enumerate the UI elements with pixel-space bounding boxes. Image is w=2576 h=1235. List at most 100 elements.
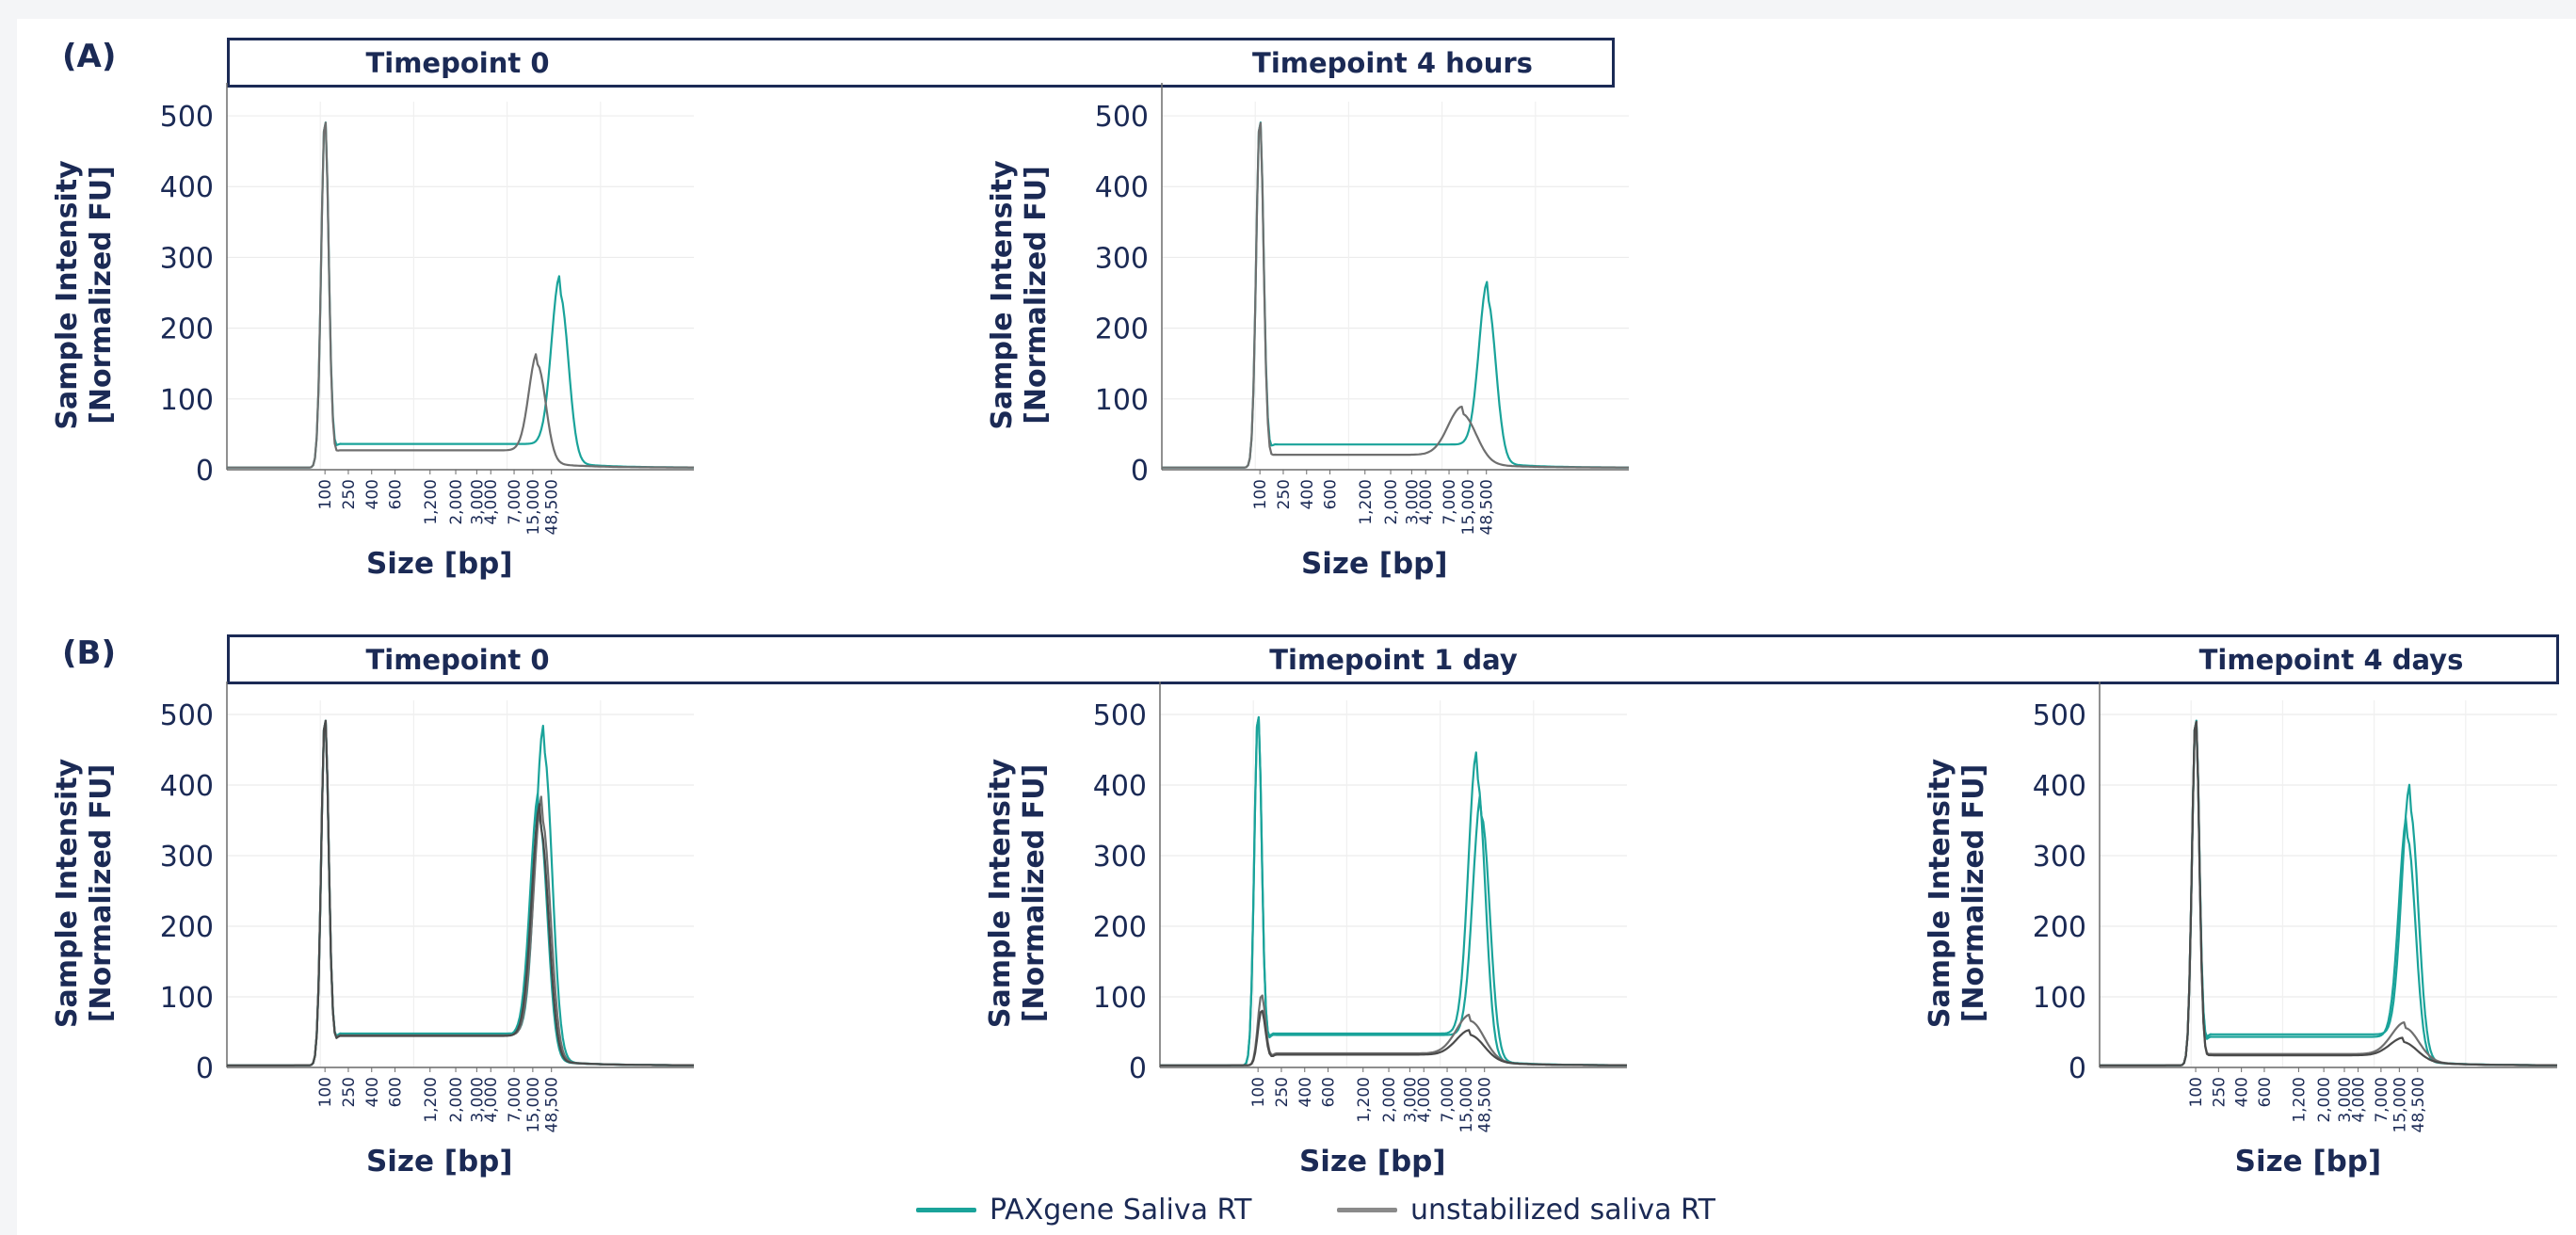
y-tick-label: 200: [1093, 911, 1147, 944]
series-line-paxgene: [2100, 719, 2558, 1067]
x-tick-label: 15,000: [1457, 1077, 1476, 1132]
series-line-paxgene: [1160, 715, 1627, 1067]
x-tick-label: 400: [2233, 1077, 2252, 1107]
x-tick-label: 400: [1296, 1077, 1315, 1107]
x-tick-label: 1,200: [1357, 479, 1376, 525]
y-tick-label: 300: [1095, 242, 1149, 275]
y-tick-label: 500: [1093, 699, 1147, 732]
x-tick-label: 4,000: [2350, 1077, 2369, 1123]
x-tick-label: 4,000: [1417, 479, 1436, 525]
y-axis-label-line-2: [Normalized FU]: [85, 764, 118, 1023]
x-axis-label: Size [bp]: [1299, 1145, 1446, 1179]
y-axis-label: Sample Intensity[Normalized FU]: [1924, 758, 1990, 1028]
series-line-unstabilized: [227, 121, 695, 469]
y-axis-label-line-1: Sample Intensity: [51, 160, 84, 430]
series-line-paxgene: [1162, 121, 1629, 469]
legend-swatch-unstabilized: [1337, 1208, 1397, 1212]
y-axis-label-line-2: [Normalized FU]: [1957, 764, 1990, 1023]
y-axis-label-line-1: Sample Intensity: [51, 758, 84, 1028]
y-tick-label: 200: [160, 911, 214, 944]
x-tick-label: 3,000: [1401, 1077, 1420, 1123]
x-tick-label: 2,000: [447, 1077, 466, 1123]
x-axis-label: Size [bp]: [1301, 547, 1448, 581]
x-tick-label: 2,000: [1380, 1077, 1399, 1123]
x-tick-label: 400: [1298, 479, 1317, 509]
y-tick-label: 400: [160, 171, 214, 204]
legend-label-paxgene: PAXgene Saliva RT: [990, 1194, 1252, 1227]
y-axis-label-line-1: Sample Intensity: [986, 160, 1019, 430]
x-tick-label: 4,000: [1415, 1077, 1434, 1123]
y-axis-label: Sample Intensity[Normalized FU]: [986, 160, 1053, 430]
x-tick-label: 7,000: [1439, 1077, 1457, 1123]
x-tick-label: 250: [2210, 1077, 2229, 1107]
y-tick-label: 200: [2033, 911, 2086, 944]
series-line-unstabilized: [2100, 720, 2557, 1067]
panel-letter-b: (B): [62, 634, 116, 672]
y-tick-label: 500: [160, 101, 214, 134]
x-tick-label: 48,500: [543, 479, 562, 535]
y-tick-label: 400: [160, 770, 214, 803]
y-tick-label: 0: [1129, 1052, 1147, 1085]
x-tick-label: 15,000: [2391, 1077, 2409, 1132]
y-axis-label: Sample Intensity[Normalized FU]: [984, 758, 1051, 1028]
x-tick-label: 7,000: [506, 479, 524, 525]
x-axis-label: Size [bp]: [366, 547, 513, 581]
x-tick-label: 400: [363, 479, 382, 509]
x-tick-label: 7,000: [506, 1077, 524, 1123]
y-axis-label-line-2: [Normalized FU]: [1018, 764, 1051, 1023]
x-tick-label: 600: [387, 479, 406, 509]
y-tick-label: 100: [160, 384, 214, 417]
series-line-paxgene: [227, 121, 694, 469]
y-tick-label: 0: [1131, 455, 1149, 488]
x-tick-label: 15,000: [524, 1077, 543, 1132]
x-axis-label: Size [bp]: [2235, 1145, 2382, 1179]
x-tick-label: 1,200: [422, 1077, 441, 1123]
x-tick-label: 1,200: [422, 479, 441, 525]
x-tick-label: 2,000: [2315, 1077, 2334, 1123]
y-tick-label: 300: [2033, 841, 2086, 874]
y-tick-label: 400: [1095, 171, 1149, 204]
x-tick-label: 1,200: [2290, 1077, 2309, 1123]
legend-label-unstabilized: unstabilized saliva RT: [1410, 1194, 1715, 1227]
y-tick-label: 100: [1093, 982, 1147, 1015]
legend: PAXgene Saliva RT unstabilized saliva RT: [0, 1194, 2576, 1231]
series-line-paxgene: [2100, 719, 2557, 1067]
y-axis-label: Sample Intensity[Normalized FU]: [51, 758, 118, 1028]
x-tick-label: 250: [340, 479, 359, 509]
x-tick-label: 600: [387, 1077, 406, 1107]
x-tick-label: 100: [1251, 479, 1270, 509]
x-tick-label: 4,000: [482, 1077, 501, 1123]
series-line-unstabilized: [2100, 720, 2557, 1067]
x-tick-label: 2,000: [447, 479, 466, 525]
x-tick-label: 48,500: [1476, 1077, 1495, 1132]
series-line-paxgene: [227, 719, 694, 1067]
y-tick-label: 400: [1093, 770, 1147, 803]
x-tick-label: 7,000: [2373, 1077, 2391, 1123]
x-tick-label: 100: [2187, 1077, 2206, 1107]
x-tick-label: 15,000: [524, 479, 543, 535]
y-axis-label-line-2: [Normalized FU]: [1020, 166, 1053, 425]
panel-letter-a: (A): [62, 38, 117, 75]
y-tick-label: 0: [196, 455, 214, 488]
x-tick-label: 7,000: [1441, 479, 1459, 525]
x-tick-label: 48,500: [1478, 479, 1497, 535]
x-tick-label: 100: [1249, 1077, 1268, 1107]
legend-swatch-paxgene: [916, 1208, 976, 1212]
x-tick-label: 600: [1322, 479, 1341, 509]
legend-item-paxgene: PAXgene Saliva RT: [916, 1194, 1252, 1227]
panel-a-title-timepoint-4-hours: Timepoint 4 hours: [1252, 47, 1533, 79]
panel-a-header-box: [227, 38, 1615, 88]
x-tick-label: 4,000: [482, 479, 501, 525]
x-tick-label: 48,500: [543, 1077, 562, 1132]
y-tick-label: 200: [1095, 313, 1149, 346]
series-line-unstabilized: [1162, 121, 1629, 469]
x-tick-label: 250: [340, 1077, 359, 1107]
y-tick-label: 300: [160, 841, 214, 874]
series-line-unstabilized: [1160, 1009, 1627, 1067]
y-tick-label: 100: [2033, 982, 2086, 1015]
y-tick-label: 500: [160, 699, 214, 732]
